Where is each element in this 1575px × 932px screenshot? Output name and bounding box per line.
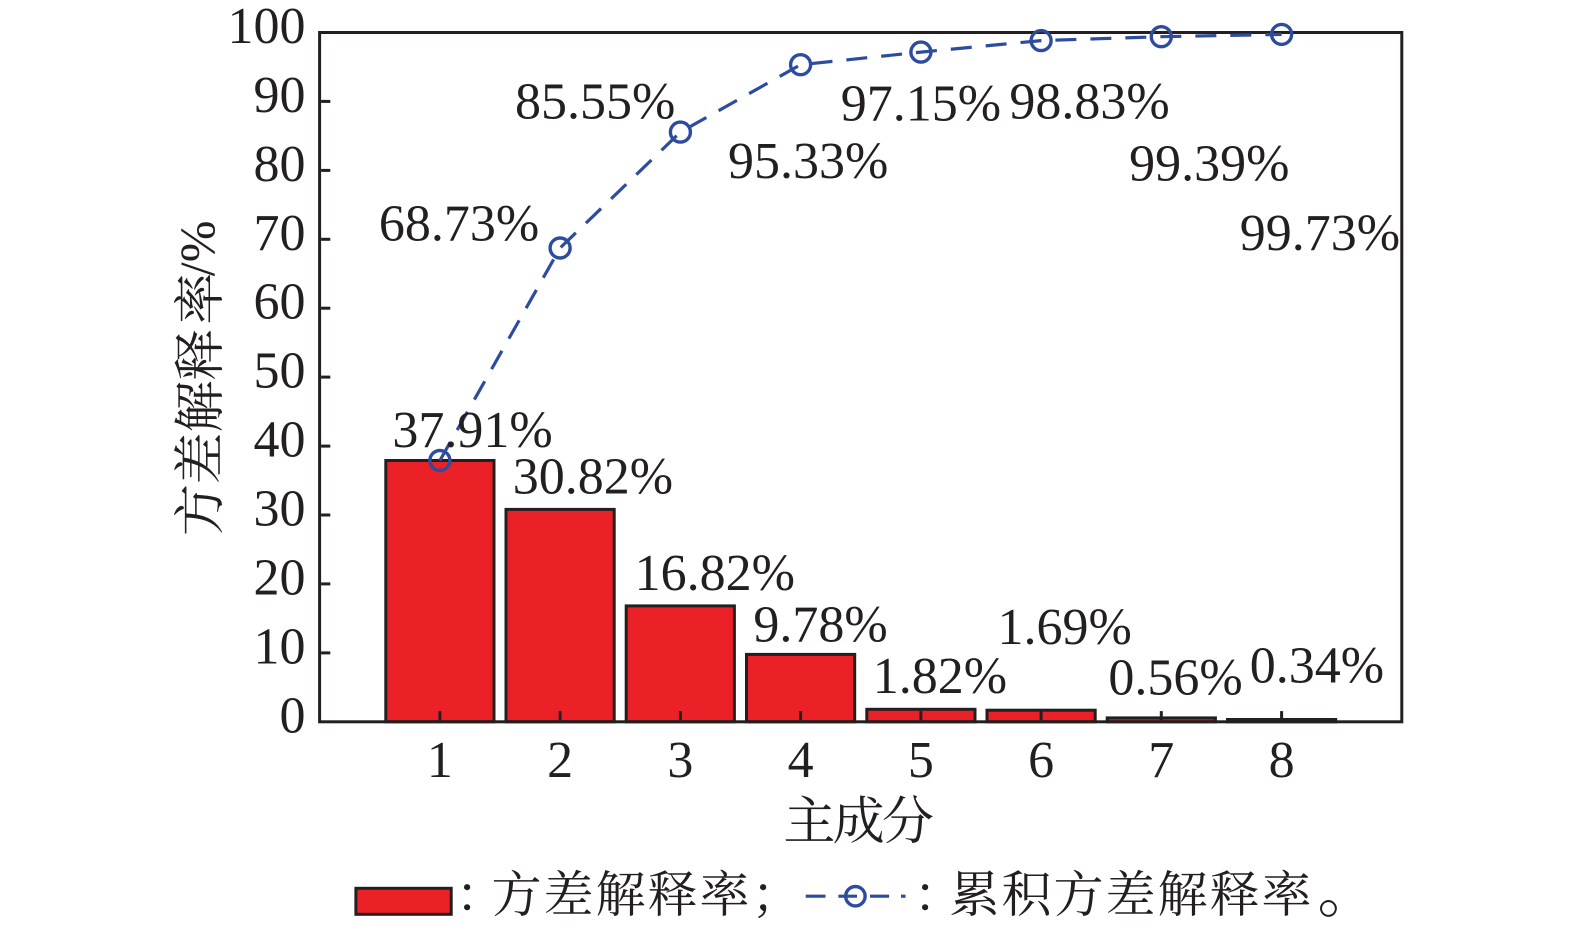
svg-text:0.34%: 0.34% bbox=[1250, 638, 1384, 695]
svg-text:16.82%: 16.82% bbox=[635, 545, 795, 602]
svg-text:98.83%: 98.83% bbox=[1009, 74, 1169, 131]
svg-text:30: 30 bbox=[254, 481, 306, 538]
svg-text:99.39%: 99.39% bbox=[1129, 136, 1289, 193]
svg-text:90: 90 bbox=[254, 67, 306, 124]
svg-text:60: 60 bbox=[254, 274, 306, 331]
svg-text:9.78%: 9.78% bbox=[753, 597, 887, 654]
svg-text:70: 70 bbox=[254, 205, 306, 262]
svg-text:7: 7 bbox=[1148, 732, 1174, 789]
svg-text:40: 40 bbox=[254, 412, 306, 469]
svg-text:8: 8 bbox=[1269, 732, 1295, 789]
svg-text:68.73%: 68.73% bbox=[379, 196, 539, 253]
svg-text:37.91%: 37.91% bbox=[392, 402, 552, 459]
svg-text:10: 10 bbox=[254, 618, 306, 675]
svg-text:3: 3 bbox=[667, 732, 693, 789]
svg-text:1.82%: 1.82% bbox=[873, 648, 1007, 705]
svg-text:99.73%: 99.73% bbox=[1240, 205, 1400, 262]
svg-text:20: 20 bbox=[254, 549, 306, 606]
svg-text:0: 0 bbox=[280, 687, 306, 744]
svg-text:/%: /% bbox=[169, 221, 225, 277]
svg-text:6: 6 bbox=[1028, 732, 1054, 789]
svg-text:80: 80 bbox=[254, 136, 306, 193]
svg-text:5: 5 bbox=[908, 732, 934, 789]
svg-text:30.82%: 30.82% bbox=[513, 449, 673, 506]
svg-text:95.33%: 95.33% bbox=[728, 133, 888, 190]
svg-text:50: 50 bbox=[254, 343, 306, 400]
svg-text:85.55%: 85.55% bbox=[515, 73, 675, 130]
svg-text:97.15%: 97.15% bbox=[841, 76, 1001, 133]
svg-text:100: 100 bbox=[228, 0, 306, 55]
svg-text:1.69%: 1.69% bbox=[998, 599, 1132, 656]
svg-text:2: 2 bbox=[547, 732, 573, 789]
svg-text:4: 4 bbox=[788, 732, 814, 789]
svg-text:1: 1 bbox=[427, 732, 453, 789]
svg-text:0.56%: 0.56% bbox=[1108, 650, 1242, 707]
